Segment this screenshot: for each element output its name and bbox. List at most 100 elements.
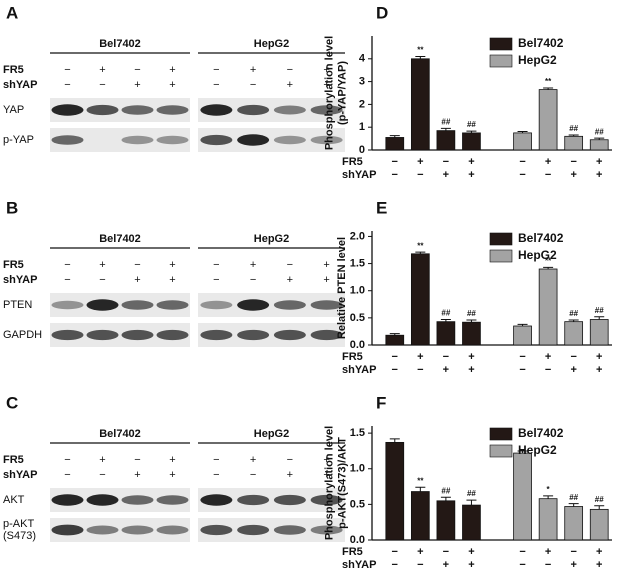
condition-sign: + [169, 79, 175, 91]
blot-band [273, 105, 306, 115]
error-bar [543, 266, 554, 269]
blot-band [86, 299, 119, 311]
condition-sign: + [134, 79, 140, 91]
y-axis-label: (p-YAP/YAP) [336, 61, 348, 125]
blot-band [121, 135, 154, 145]
condition-sign: + [250, 454, 256, 466]
condition-sign: + [468, 351, 474, 363]
condition-sign: − [519, 364, 525, 376]
y-tick-label: 1.0 [350, 285, 365, 297]
condition-sign: + [596, 546, 602, 558]
group-label: Bel7402 [99, 233, 141, 245]
annotation: ## [441, 486, 450, 495]
row-label: PTEN [3, 299, 32, 311]
annotation: ## [467, 120, 476, 129]
row-label: AKT [3, 494, 25, 506]
error-bar [440, 496, 451, 501]
condition-label: FR5 [3, 64, 24, 76]
condition-sign: + [99, 64, 105, 76]
condition-sign: − [570, 546, 576, 558]
condition-sign: + [468, 559, 474, 571]
blot-band [237, 329, 270, 341]
bar [513, 325, 532, 346]
bar [538, 498, 558, 541]
condition-sign: − [570, 156, 576, 168]
blot-band [156, 495, 189, 505]
error-bar [415, 486, 426, 492]
condition-sign: − [250, 274, 256, 286]
condition-sign: + [596, 156, 602, 168]
blot-band [51, 104, 84, 116]
blot-band [310, 329, 343, 341]
blot-band [156, 329, 189, 341]
blot-band [51, 135, 84, 145]
bar [436, 130, 456, 151]
condition-sign: − [250, 79, 256, 91]
condition-sign: − [64, 79, 70, 91]
error-bar [594, 505, 605, 510]
condition-sign: − [213, 469, 219, 481]
legend-swatch [489, 54, 513, 68]
bar [410, 253, 430, 346]
legend-label: HepG2 [518, 53, 557, 67]
legend-label: Bel7402 [518, 426, 564, 440]
blot-band [200, 104, 233, 116]
blot-band [273, 525, 306, 535]
error-bar [389, 438, 400, 443]
condition-sign: − [443, 546, 449, 558]
condition-sign: − [213, 79, 219, 91]
condition-label: FR5 [342, 351, 363, 363]
condition-sign: + [545, 156, 551, 168]
blot-band [156, 135, 189, 145]
y-tick-label: 0.0 [350, 534, 365, 546]
condition-sign: − [213, 274, 219, 286]
bar [462, 504, 481, 541]
condition-label: FR5 [342, 156, 363, 168]
error-bar [543, 87, 554, 90]
legend-label: Bel7402 [518, 231, 564, 245]
bar [410, 58, 430, 151]
condition-sign: − [392, 559, 398, 571]
annotation: * [547, 485, 551, 494]
group-label: Bel7402 [99, 38, 141, 50]
bar [538, 268, 558, 346]
condition-sign: + [250, 64, 256, 76]
error-bar [466, 130, 477, 133]
condition-sign: + [468, 169, 474, 181]
condition-sign: − [519, 156, 525, 168]
condition-sign: + [323, 469, 329, 481]
condition-sign: + [287, 79, 293, 91]
condition-sign: + [169, 274, 175, 286]
row-label: p-YAP [3, 134, 34, 146]
condition-sign: + [169, 64, 175, 76]
annotation: ** [417, 46, 424, 55]
legend-swatch [489, 444, 513, 458]
row-label: (S473) [3, 530, 36, 542]
blot-band [51, 494, 84, 506]
group-label: Bel7402 [99, 428, 141, 440]
condition-label: FR5 [342, 546, 363, 558]
group-label: HepG2 [254, 233, 289, 245]
condition-sign: − [134, 454, 140, 466]
blot-band [200, 524, 233, 536]
annotation: ## [467, 489, 476, 498]
condition-label: FR5 [3, 259, 24, 271]
legend-label: HepG2 [518, 443, 557, 457]
bar [410, 491, 430, 541]
condition-sign: − [545, 559, 551, 571]
panel-letter: F [376, 393, 386, 412]
blot-band [86, 525, 119, 535]
blot-band [86, 494, 119, 506]
condition-sign: − [213, 64, 219, 76]
y-tick-label: 2.0 [350, 230, 365, 242]
blot-band [310, 525, 343, 535]
condition-sign: + [443, 169, 449, 181]
condition-sign: − [392, 364, 398, 376]
condition-sign: + [287, 469, 293, 481]
condition-sign: + [596, 169, 602, 181]
annotation: ** [417, 476, 424, 485]
blot-band [156, 300, 189, 310]
condition-sign: − [392, 546, 398, 558]
condition-sign: − [250, 469, 256, 481]
